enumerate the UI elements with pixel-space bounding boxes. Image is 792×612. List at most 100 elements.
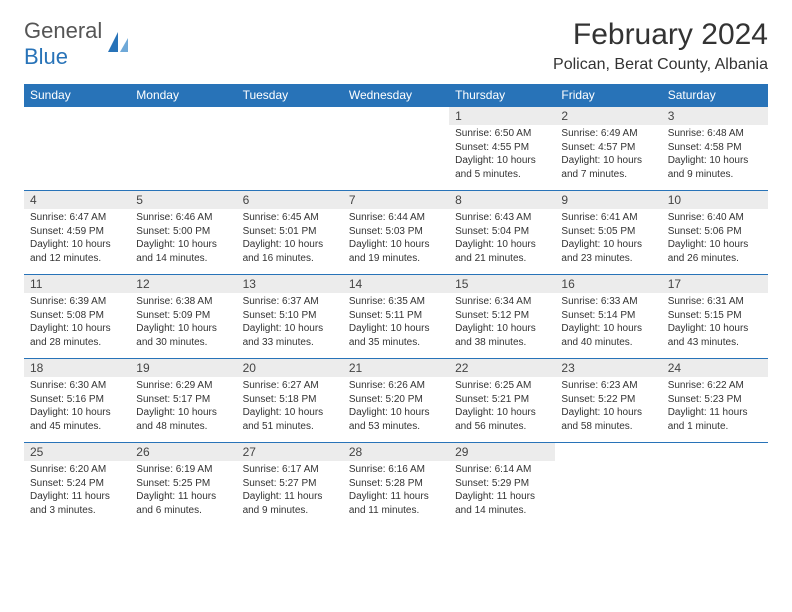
weekday-header: Friday <box>555 84 661 107</box>
calendar-week-row: 4 Sunrise: 6:47 AMSunset: 4:59 PM Daylight… <box>24 191 768 275</box>
daylight-text: Daylight: 10 hours and 48 minutes. <box>136 406 230 433</box>
daylight-text: Daylight: 10 hours and 23 minutes. <box>561 238 655 265</box>
sunrise-text: Sunrise: 6:30 AM <box>30 379 124 393</box>
day-details: Sunrise: 6:37 AMSunset: 5:10 PMDaylight:… <box>237 293 343 353</box>
calendar-day-cell: 27Sunrise: 6:17 AMSunset: 5:27 PMDayligh… <box>237 443 343 527</box>
calendar-day-cell <box>662 443 768 527</box>
sunset-text: Sunset: 5:05 PM <box>561 225 655 239</box>
daylight-text: Daylight: 10 hours and 16 minutes. <box>243 238 337 265</box>
month-title: February 2024 <box>553 18 768 52</box>
calendar-day-cell <box>237 107 343 191</box>
sunset-text: Sunset: 5:23 PM <box>668 393 762 407</box>
calendar-day-cell: 10Sunrise: 6:40 AMSunset: 5:06 PMDayligh… <box>662 191 768 275</box>
daylight-text: Daylight: 10 hours and 51 minutes. <box>243 406 337 433</box>
calendar-day-cell: 12Sunrise: 6:38 AMSunset: 5:09 PMDayligh… <box>130 275 236 359</box>
day-details: Sunrise: 6:17 AMSunset: 5:27 PMDaylight:… <box>237 461 343 521</box>
day-details: Sunrise: 6:20 AMSunset: 5:24 PMDaylight:… <box>24 461 130 521</box>
sunset-text: Sunset: 5:17 PM <box>136 393 230 407</box>
day-number: 25 <box>24 443 130 461</box>
day-number: 3 <box>662 107 768 125</box>
weekday-header-row: Sunday Monday Tuesday Wednesday Thursday… <box>24 84 768 107</box>
day-details: Sunrise: 6:25 AMSunset: 5:21 PMDaylight:… <box>449 377 555 437</box>
sunrise-text: Sunrise: 6:20 AM <box>30 463 124 477</box>
sunset-text: Sunset: 4:55 PM <box>455 141 549 155</box>
day-number: 2 <box>555 107 661 125</box>
calendar-week-row: 1Sunrise: 6:50 AMSunset: 4:55 PMDaylight… <box>24 107 768 191</box>
day-details: Sunrise: 6:41 AMSunset: 5:05 PMDaylight:… <box>555 209 661 269</box>
day-number: 15 <box>449 275 555 293</box>
calendar-day-cell: 16Sunrise: 6:33 AMSunset: 5:14 PMDayligh… <box>555 275 661 359</box>
calendar-day-cell: 22Sunrise: 6:25 AMSunset: 5:21 PMDayligh… <box>449 359 555 443</box>
calendar-day-cell: 5Sunrise: 6:46 AMSunset: 5:00 PMDaylight… <box>130 191 236 275</box>
calendar-day-cell: 6Sunrise: 6:45 AMSunset: 5:01 PMDaylight… <box>237 191 343 275</box>
day-details: Sunrise: 6:26 AMSunset: 5:20 PMDaylight:… <box>343 377 449 437</box>
day-details: Sunrise: 6:23 AMSunset: 5:22 PMDaylight:… <box>555 377 661 437</box>
sunrise-text: Sunrise: 6:34 AM <box>455 295 549 309</box>
day-number: 9 <box>555 191 661 209</box>
sunset-text: Sunset: 5:22 PM <box>561 393 655 407</box>
daylight-text: Daylight: 10 hours and 5 minutes. <box>455 154 549 181</box>
daylight-text: Daylight: 11 hours and 3 minutes. <box>30 490 124 517</box>
sunset-text: Sunset: 5:27 PM <box>243 477 337 491</box>
day-details: Sunrise: 6:35 AMSunset: 5:11 PMDaylight:… <box>343 293 449 353</box>
sunrise-text: Sunrise: 6:31 AM <box>668 295 762 309</box>
calendar-day-cell: 8Sunrise: 6:43 AMSunset: 5:04 PMDaylight… <box>449 191 555 275</box>
sunset-text: Sunset: 5:00 PM <box>136 225 230 239</box>
day-details: Sunrise: 6:46 AMSunset: 5:00 PMDaylight:… <box>130 209 236 269</box>
sunrise-text: Sunrise: 6:44 AM <box>349 211 443 225</box>
sunset-text: Sunset: 4:58 PM <box>668 141 762 155</box>
sunset-text: Sunset: 5:21 PM <box>455 393 549 407</box>
sunrise-text: Sunrise: 6:46 AM <box>136 211 230 225</box>
sunrise-text: Sunrise: 6:23 AM <box>561 379 655 393</box>
calendar-day-cell: 9Sunrise: 6:41 AMSunset: 5:05 PMDaylight… <box>555 191 661 275</box>
sunset-text: Sunset: 5:09 PM <box>136 309 230 323</box>
sunrise-text: Sunrise: 6:47 AM <box>30 211 124 225</box>
calendar-day-cell: 28Sunrise: 6:16 AMSunset: 5:28 PMDayligh… <box>343 443 449 527</box>
daylight-text: Daylight: 10 hours and 45 minutes. <box>30 406 124 433</box>
sunrise-text: Sunrise: 6:38 AM <box>136 295 230 309</box>
daylight-text: Daylight: 10 hours and 53 minutes. <box>349 406 443 433</box>
day-number: 4 <box>24 191 130 209</box>
daylight-text: Daylight: 11 hours and 6 minutes. <box>136 490 230 517</box>
sunrise-text: Sunrise: 6:16 AM <box>349 463 443 477</box>
daylight-text: Daylight: 10 hours and 30 minutes. <box>136 322 230 349</box>
day-number: 29 <box>449 443 555 461</box>
sunrise-text: Sunrise: 6:26 AM <box>349 379 443 393</box>
weekday-header: Saturday <box>662 84 768 107</box>
sunset-text: Sunset: 5:12 PM <box>455 309 549 323</box>
calendar-day-cell <box>343 107 449 191</box>
sunset-text: Sunset: 4:59 PM <box>30 225 124 239</box>
day-number: 28 <box>343 443 449 461</box>
day-number: 27 <box>237 443 343 461</box>
day-details: Sunrise: 6:44 AMSunset: 5:03 PMDaylight:… <box>343 209 449 269</box>
calendar-day-cell: 15Sunrise: 6:34 AMSunset: 5:12 PMDayligh… <box>449 275 555 359</box>
day-details: Sunrise: 6:43 AMSunset: 5:04 PMDaylight:… <box>449 209 555 269</box>
calendar-day-cell: 18Sunrise: 6:30 AMSunset: 5:16 PMDayligh… <box>24 359 130 443</box>
calendar-day-cell: 19Sunrise: 6:29 AMSunset: 5:17 PMDayligh… <box>130 359 236 443</box>
calendar-day-cell <box>130 107 236 191</box>
calendar-day-cell <box>24 107 130 191</box>
day-details: Sunrise: 6:45 AMSunset: 5:01 PMDaylight:… <box>237 209 343 269</box>
sunrise-text: Sunrise: 6:48 AM <box>668 127 762 141</box>
calendar-day-cell: 11Sunrise: 6:39 AMSunset: 5:08 PMDayligh… <box>24 275 130 359</box>
logo-text-general: General <box>24 18 102 43</box>
sunset-text: Sunset: 5:15 PM <box>668 309 762 323</box>
daylight-text: Daylight: 10 hours and 28 minutes. <box>30 322 124 349</box>
weekday-header: Sunday <box>24 84 130 107</box>
daylight-text: Daylight: 10 hours and 26 minutes. <box>668 238 762 265</box>
day-details: Sunrise: 6:14 AMSunset: 5:29 PMDaylight:… <box>449 461 555 521</box>
day-details: Sunrise: 6:31 AMSunset: 5:15 PMDaylight:… <box>662 293 768 353</box>
sail-icon <box>106 30 132 59</box>
day-number: 17 <box>662 275 768 293</box>
sunset-text: Sunset: 5:18 PM <box>243 393 337 407</box>
day-details: Sunrise: 6:30 AMSunset: 5:16 PMDaylight:… <box>24 377 130 437</box>
sunrise-text: Sunrise: 6:40 AM <box>668 211 762 225</box>
calendar-day-cell: 20Sunrise: 6:27 AMSunset: 5:18 PMDayligh… <box>237 359 343 443</box>
sunset-text: Sunset: 5:28 PM <box>349 477 443 491</box>
day-number: 20 <box>237 359 343 377</box>
calendar-day-cell: 7Sunrise: 6:44 AMSunset: 5:03 PMDaylight… <box>343 191 449 275</box>
sunrise-text: Sunrise: 6:49 AM <box>561 127 655 141</box>
calendar-day-cell: 25Sunrise: 6:20 AMSunset: 5:24 PMDayligh… <box>24 443 130 527</box>
calendar-day-cell: 29Sunrise: 6:14 AMSunset: 5:29 PMDayligh… <box>449 443 555 527</box>
sunset-text: Sunset: 5:16 PM <box>30 393 124 407</box>
